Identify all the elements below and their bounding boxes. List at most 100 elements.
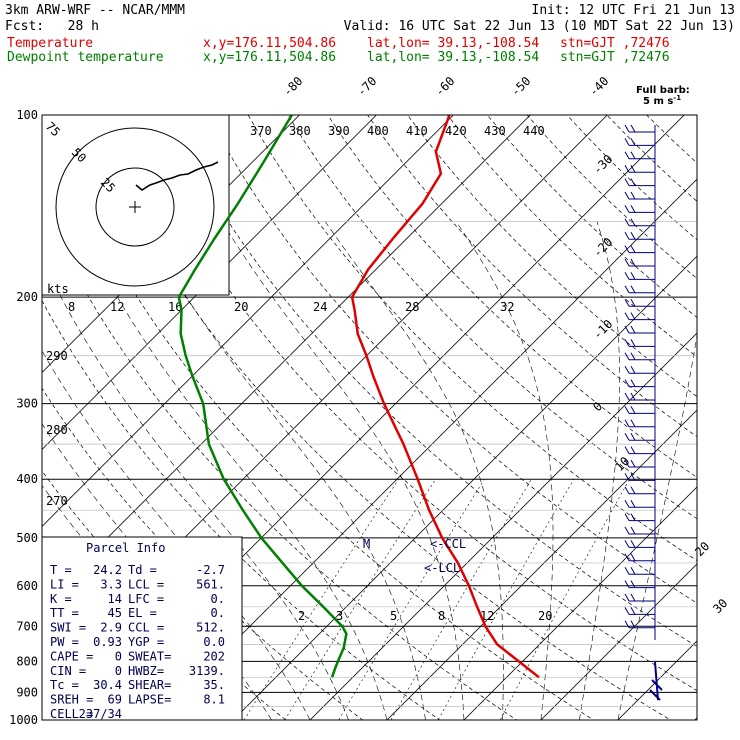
wind-barb-flag <box>630 272 636 280</box>
wind-barb-flag <box>630 566 636 575</box>
moist-adiabat-line <box>221 221 465 720</box>
dewpoint-station: stn=GJT ,72476 <box>560 50 670 65</box>
wind-barb-flag <box>630 513 636 521</box>
wind-barb-flag <box>630 620 636 629</box>
dry-adiabat-label: 380 <box>289 124 311 138</box>
pressure-label: 500 <box>16 531 38 545</box>
wind-barb-flag <box>630 258 636 267</box>
wind-barb-flag <box>624 406 630 414</box>
panel-key: CELL = <box>50 707 93 721</box>
dewpoint-latlon: lat,lon= 39.13,-108.54 <box>367 50 540 65</box>
panel-value: 0 <box>115 649 122 663</box>
moist-adiabat-line <box>77 221 388 720</box>
mixing-ratio-line <box>338 479 485 720</box>
wind-barb-flag <box>630 245 636 253</box>
mixing-ratio-line <box>243 479 399 720</box>
panel-key: CCL = <box>128 621 164 635</box>
dry-adiabat-label: 390 <box>328 124 350 138</box>
mixing-ratio-label: 5 <box>390 609 397 623</box>
moist-adiabat-line <box>42 350 311 720</box>
pressure-label: 700 <box>16 619 38 633</box>
isotherm-line <box>463 486 697 720</box>
dry-adiabat-line <box>88 115 672 720</box>
isotherm-label: -60 <box>432 74 457 99</box>
wind-barb-flag <box>624 566 630 575</box>
wind-barb-flag <box>630 419 636 428</box>
wind-barb-flag <box>630 432 636 441</box>
wind-barb-flag <box>630 406 636 414</box>
dry-adiabat-label: 440 <box>523 124 545 138</box>
dry-adiabat-line <box>48 115 595 720</box>
moist-adiabat-label: 32 <box>500 300 514 314</box>
wind-barb-flag <box>624 620 630 629</box>
wind-barb-flag <box>624 231 630 240</box>
wind-barb-flag <box>624 124 630 133</box>
panel-key: YGP = <box>128 635 164 649</box>
wind-barb-flag <box>630 379 636 387</box>
wind-barb-flag <box>630 446 636 454</box>
wind-barb-flag <box>630 540 636 548</box>
wind-barb-flag <box>630 151 636 160</box>
mixing-ratio-label: 3 <box>336 609 343 623</box>
barb-legend-unit: 5 m s-1 <box>643 94 681 107</box>
panel-value: 69 <box>108 693 122 707</box>
panel-value: 35. <box>203 678 225 692</box>
panel-value: 0.93 <box>93 635 122 649</box>
wind-barb-flag <box>630 298 636 307</box>
parcel-info-panel: Parcel Info T = 24.2 Td = -2.7 LI = 3.3 LCL = 56… <box>41 536 243 721</box>
panel-key: HWBZ= <box>128 664 164 678</box>
dry-adiabat-line <box>486 115 697 318</box>
panel-value: 3.3 <box>100 577 122 591</box>
moist-adiabat-line <box>617 333 697 720</box>
panel-key: SREH = <box>50 693 93 707</box>
wind-barb-flag <box>624 178 630 186</box>
wind-barb-flag <box>624 151 630 160</box>
dry-adiabat-label: 280 <box>46 423 68 437</box>
wind-barb-flag <box>624 339 630 347</box>
isotherm-label: -50 <box>508 74 533 99</box>
moist-adiabat-label: 28 <box>405 300 419 314</box>
dry-adiabat-line <box>42 299 441 720</box>
panel-key: K = <box>50 592 72 606</box>
lcl-marker: <-LCL <box>424 561 460 575</box>
wind-barb-flag <box>630 138 636 146</box>
temperature-profile <box>350 114 540 679</box>
panel-key: SWI = <box>50 621 86 635</box>
panel-value: 2.9 <box>100 621 122 635</box>
panel-key: LFC = <box>128 592 164 606</box>
panel-key: SHEAR= <box>128 678 171 692</box>
panel-key: LCL = <box>128 577 164 591</box>
wind-barb-flag <box>624 205 630 213</box>
temperature-legend: Temperature <box>7 36 94 51</box>
isotherm-line <box>617 640 697 720</box>
wind-barb-flag <box>624 607 630 615</box>
panel-value: 14 <box>108 592 122 606</box>
wind-barb-flag <box>630 231 636 240</box>
moist-adiabat-line <box>455 221 554 720</box>
isotherm-labels: -80 -70 -60 -50 -40 -30 -20 -10 0 10 20 30 <box>280 74 730 616</box>
dry-adiabat-label: 400 <box>367 124 389 138</box>
panel-value: 0 <box>115 664 122 678</box>
dry-adiabat-label: 410 <box>406 124 428 138</box>
isotherm-line <box>540 563 697 720</box>
panel-value: 561. <box>196 577 225 591</box>
pressure-label: 1000 <box>9 713 38 727</box>
wind-barb-flag <box>624 446 630 454</box>
isotherm-line <box>232 255 697 720</box>
moist-adiabat-label: 20 <box>234 300 248 314</box>
panel-key: EL = <box>128 606 157 620</box>
pressure-label: 400 <box>16 472 38 486</box>
wind-barb-flag <box>624 513 630 521</box>
wind-barb-flag <box>630 352 636 361</box>
wind-barb-flag <box>624 164 630 173</box>
forecast-hour: Fcst: 28 h <box>5 19 99 34</box>
isotherm-label: -70 <box>354 74 379 99</box>
panel-title: Parcel Info <box>86 541 165 555</box>
dry-adiabat-line <box>287 115 697 520</box>
pressure-axis: 100 200 300 400 500 600 700 800 900 1000 <box>9 108 38 727</box>
panel-value: 202 <box>203 649 225 663</box>
dry-adiabat-label: 370 <box>250 124 272 138</box>
wind-barb-flag <box>624 365 630 374</box>
wind-barb-flag <box>624 526 630 535</box>
pressure-label: 800 <box>16 654 38 668</box>
